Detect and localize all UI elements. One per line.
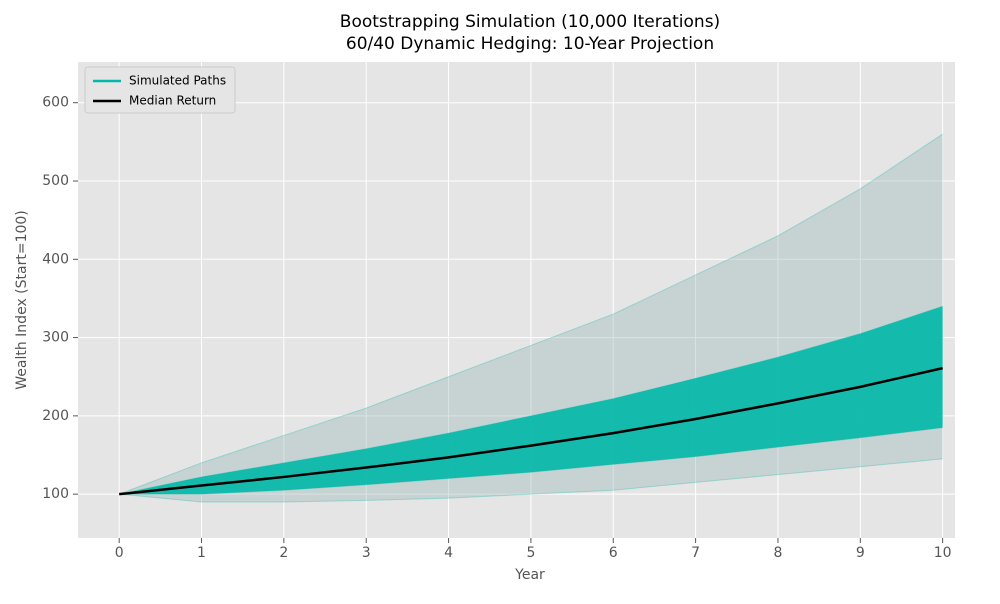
median-line <box>119 366 943 496</box>
y-tick-label: 100 <box>42 486 69 502</box>
x-tick-label: 6 <box>609 545 618 561</box>
legend-box <box>84 66 236 114</box>
x-tick-label: 7 <box>691 545 700 561</box>
legend-label: Simulated Paths <box>129 74 226 88</box>
simulated-path <box>119 458 943 503</box>
y-axis-label: Wealth Index (Start=100) <box>14 210 30 389</box>
path-band <box>119 306 943 495</box>
y-tick-label: 400 <box>42 251 69 267</box>
y-tick-label: 500 <box>42 173 69 189</box>
x-tick-label: 1 <box>197 545 206 561</box>
x-tick-label: 2 <box>279 545 288 561</box>
chart-title: Bootstrapping Simulation (10,000 Iterati… <box>340 12 720 32</box>
y-tick-label: 600 <box>42 95 69 111</box>
x-tick-label: 9 <box>856 545 865 561</box>
x-tick-label: 0 <box>115 545 124 561</box>
x-tick-label: 5 <box>526 545 535 561</box>
chart-subtitle: 60/40 Dynamic Hedging: 10-Year Projectio… <box>346 34 714 54</box>
x-tick-label: 3 <box>362 545 371 561</box>
simulated-path <box>119 305 943 495</box>
x-axis-label: Year <box>514 567 545 583</box>
y-tick-label: 200 <box>42 408 69 424</box>
simulated-path <box>118 133 943 495</box>
x-tick-label: 10 <box>934 545 952 561</box>
legend-label: Median Return <box>129 94 216 108</box>
simulated-path <box>119 427 943 495</box>
y-tick-label: 300 <box>42 330 69 346</box>
x-tick-label: 4 <box>444 545 453 561</box>
x-tick-label: 8 <box>773 545 782 561</box>
